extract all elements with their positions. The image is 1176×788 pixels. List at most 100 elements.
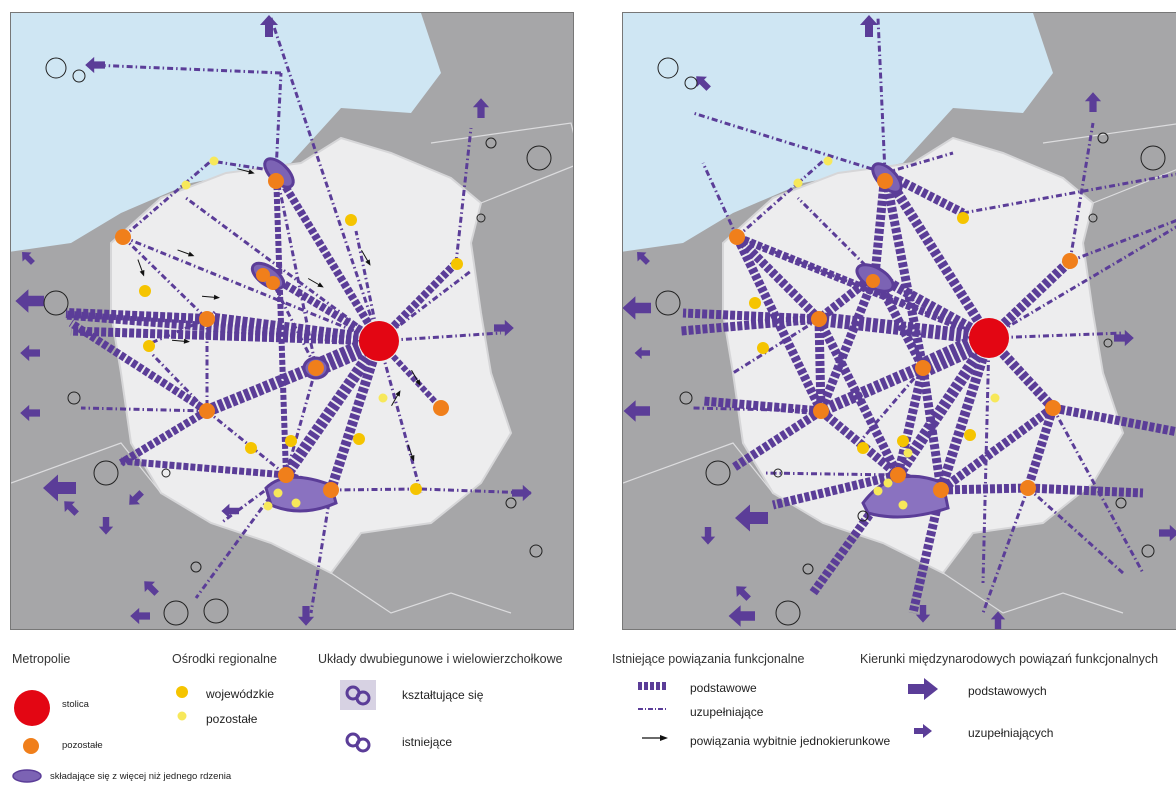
metropolis-node [915, 360, 931, 376]
border-line [11, 442, 162, 494]
one-way-arrow [411, 369, 421, 386]
foreign-city-circle [476, 213, 486, 223]
supplementary-link [274, 170, 318, 369]
direction-arrow [85, 56, 105, 74]
legend-uklady: Układy dwubiegunowe i wielowierzchołkowe [318, 652, 563, 666]
metropolis-node [308, 360, 324, 376]
legend-osrodki: Ośrodki regionalne [172, 652, 277, 666]
foreign-city-circle [857, 510, 869, 522]
foreign-city-circle [705, 460, 731, 486]
metropolis-node [199, 311, 215, 327]
basic-link [680, 314, 820, 336]
supplementary-link [861, 367, 925, 439]
legend-osrodki-pozostale-label: pozostałe [206, 712, 258, 726]
basic-link [266, 271, 382, 345]
supplementary-link [988, 331, 1124, 340]
basic-link [273, 170, 289, 476]
direction-arrow [130, 607, 150, 625]
supplementary-link [732, 317, 820, 375]
one-way-arrow-icon [642, 735, 668, 741]
capital-node [359, 321, 399, 361]
supplementary-link [884, 151, 954, 175]
regional-center-node [353, 433, 365, 445]
supplementary-link [122, 159, 212, 239]
direction-arrow [20, 404, 40, 422]
regional-other-node [898, 500, 908, 510]
bipolar-existing-icon [345, 732, 371, 753]
direction-arrow [915, 604, 931, 623]
foreign-city-circle [802, 563, 814, 575]
legend-powiazania: Istniejące powiązania funkcjonalne [612, 652, 805, 666]
regional-center-node [451, 258, 463, 270]
supplementary-link [796, 196, 877, 277]
metropolis-node [199, 403, 215, 419]
foreign-city-circle [655, 290, 681, 316]
legend-ksztaltujace-label: kształtujące się [402, 688, 484, 702]
direction-arrow [634, 346, 650, 360]
legend-osrodki-title: Ośrodki regionalne [172, 652, 277, 666]
direction-arrow [43, 474, 76, 502]
basic-link [938, 404, 1056, 494]
basic-link [272, 168, 383, 344]
basic-direction-arrow-icon [908, 678, 938, 700]
supplementary-link [1026, 486, 1125, 575]
foreign-city-circle [684, 76, 698, 90]
map-left-svg [11, 13, 573, 629]
legend-uzupelniajace-label: uzupełniające [690, 705, 764, 719]
supplementary-link [330, 487, 422, 492]
legend-uzupelniajacych-label: uzupełniających [968, 726, 1054, 740]
foreign-city-circle [485, 137, 497, 149]
regional-other-node [903, 448, 913, 458]
regional-center-node [139, 285, 151, 297]
direction-arrow [64, 501, 79, 516]
direction-arrow [129, 490, 144, 505]
foreign-city-circle [203, 598, 229, 624]
supplementary-link [692, 111, 886, 175]
capital-node [969, 318, 1009, 358]
regional-center-node [143, 340, 155, 352]
foreign-city-circle [163, 600, 189, 626]
legend-powiazania-title: Istniejące powiązania funkcjonalne [612, 652, 805, 666]
supplementary-link [1068, 122, 1095, 262]
basic-link [702, 396, 822, 416]
basic-link [1052, 403, 1176, 437]
regional-other-node [883, 478, 893, 488]
direction-arrow [221, 503, 239, 519]
direction-arrow [623, 400, 650, 422]
border-line [330, 572, 512, 614]
basic-link [918, 328, 994, 378]
basic-link [893, 334, 994, 479]
direction-arrow [260, 15, 278, 37]
direction-arrow [98, 516, 114, 535]
foreign-city-circle [161, 468, 171, 478]
basic-link [814, 318, 826, 412]
direction-arrow [623, 296, 651, 320]
baltic-sea [623, 13, 1053, 252]
foreign-city-circle [529, 544, 543, 558]
foreign-city-circle [1088, 213, 1098, 223]
supplementary-link [269, 17, 381, 342]
foreign-city-circle [1141, 544, 1155, 558]
regional-other-node [990, 393, 1000, 403]
basic-link [118, 407, 210, 467]
legend-kierunki: Kierunki międzynarodowych powiązań funkc… [860, 652, 1158, 666]
one-way-arrow [237, 168, 255, 175]
metropolis-node [877, 173, 893, 189]
basic-link [918, 367, 946, 491]
foreign-city-circle [43, 290, 69, 316]
supplementary-link [80, 406, 208, 413]
metropolis-node [278, 467, 294, 483]
legend-wielordzeniowe-label: składające się z więcej niż jednego rdze… [50, 771, 232, 782]
supplementary-link [122, 235, 380, 343]
basic-link [814, 316, 903, 478]
legend-stolica-label: stolica [62, 699, 89, 710]
legend-uklady-title: Układy dwubiegunowe i wielowierzchołkowe [318, 652, 563, 666]
foreign-city-circle [679, 391, 693, 405]
legend-podstawowych-label: podstawowych [968, 684, 1047, 698]
basic-link [870, 172, 890, 276]
basic-link [65, 308, 208, 324]
regional-other-icon [177, 711, 187, 721]
border-line [942, 572, 1124, 614]
one-way-arrow [137, 259, 145, 277]
basic-link [70, 326, 380, 346]
